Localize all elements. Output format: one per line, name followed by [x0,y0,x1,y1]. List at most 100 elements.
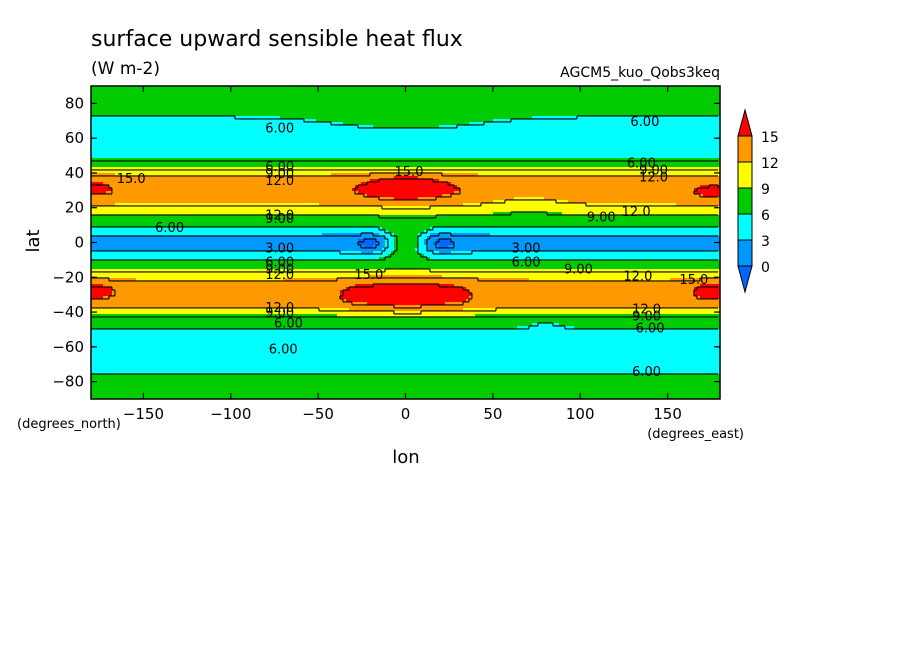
contour-cell [145,131,149,135]
contour-cell [493,125,497,129]
contour-cell [604,89,608,93]
contour-cell [160,131,164,135]
contour-cell [346,116,350,120]
contour-cell [211,95,215,99]
contour-cell [112,98,116,102]
contour-cell [118,89,122,93]
contour-cell [541,149,545,153]
contour-cell [97,137,101,141]
contour-cell [421,98,425,102]
contour-cell [277,143,281,147]
contour-cell [463,143,467,147]
contour-cell [229,122,233,126]
contour-cell [622,98,626,102]
contour-cell [133,125,137,129]
contour-cell [184,86,188,90]
contour-cell [250,143,254,147]
contour-cell [466,110,470,114]
contour-cell [121,137,125,141]
contour-cell [358,98,362,102]
contour-cell [127,104,131,108]
contour-cell [193,128,197,132]
contour-cell [382,143,386,147]
contour-cell [229,134,233,138]
contour-cell [262,116,266,120]
contour-cell [637,137,641,141]
contour-cell [181,89,185,93]
contour-cell [313,149,317,153]
contour-cell [619,125,623,129]
contour-cell [148,95,152,99]
contour-cell [667,107,671,111]
contour-cell [526,113,530,117]
contour-cell [202,95,206,99]
contour-cell [499,86,503,90]
contour-cell [622,86,626,90]
contour-cell [625,89,629,93]
contour-cell [103,140,107,144]
contour-cell [541,116,545,120]
contour-cell [139,110,143,114]
contour-cell [433,113,437,117]
contour-cell [388,113,392,117]
contour-cell [598,110,602,114]
contour-cell [466,95,470,99]
contour-cell [274,149,278,153]
contour-cell [673,143,677,147]
contour-cell [268,101,272,105]
contour-cell [427,155,431,159]
contour-cell [184,125,188,129]
contour-cell [364,95,368,99]
contour-cell [685,101,689,105]
contour-cell [625,104,629,108]
contour-cell [289,89,293,93]
contour-cell [712,131,716,135]
contour-cell [385,140,389,144]
contour-cell [643,98,647,102]
contour-cell [673,113,677,117]
contour-cell [691,92,695,96]
contour-cell [643,95,647,99]
contour-cell [334,98,338,102]
contour-cell [352,128,356,132]
contour-cell [433,155,437,159]
contour-cell [178,92,182,96]
contour-cell [289,134,293,138]
contour-cell [628,113,632,117]
contour-cell [124,143,128,147]
contour-cell [622,92,626,96]
contour-cell [259,116,263,120]
contour-cell [247,89,251,93]
contour-cell [553,119,557,123]
contour-cell [601,104,605,108]
contour-cell [91,101,95,105]
contour-cell [127,128,131,132]
contour-cell [511,98,515,102]
contour-cell [244,125,248,129]
contour-cell [388,101,392,105]
contour-cell [649,107,653,111]
contour-cell [487,125,491,129]
contour-cell [211,152,215,156]
contour-cell [238,140,242,144]
contour-cell [658,101,662,105]
contour-cell [706,122,710,126]
contour-cell [349,146,353,150]
contour-cell [169,107,173,111]
contour-cell [169,116,173,120]
contour-cell [394,137,398,141]
contour-cell [523,155,527,159]
contour-cell [643,143,647,147]
contour-cell [331,137,335,141]
contour-cell [91,107,95,111]
contour-cell [601,86,605,90]
contour-cell [652,110,656,114]
contour-cell [703,95,707,99]
contour-cell [400,110,404,114]
contour-cell [370,134,374,138]
contour-cell [568,155,572,159]
contour-cell [625,125,629,129]
contour-cell [559,89,563,93]
contour-cell [358,152,362,156]
contour-cell [307,143,311,147]
